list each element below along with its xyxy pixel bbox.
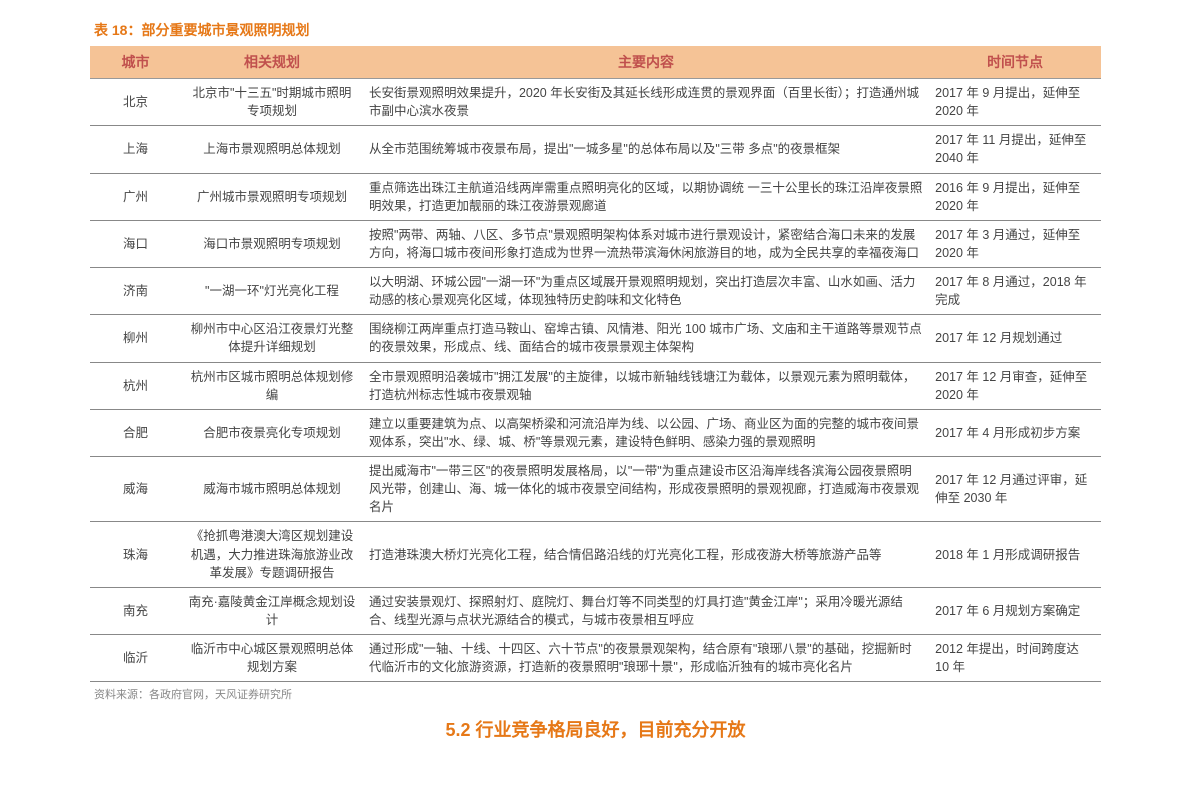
cell-content: 围绕柳江两岸重点打造马鞍山、窑埠古镇、风情港、阳光 100 城市广场、文庙和主干… [363,315,929,362]
cell-plan: 杭州市区城市照明总体规划修编 [181,362,363,409]
table-header-row: 城市 相关规划 主要内容 时间节点 [90,46,1101,79]
cell-time: 2017 年 9 月提出，延伸至 2020 年 [929,79,1101,126]
table-row: 南充南充·嘉陵黄金江岸概念规划设计通过安装景观灯、探照射灯、庭院灯、舞台灯等不同… [90,587,1101,634]
table-row: 临沂临沂市中心城区景观照明总体规划方案通过形成"一轴、十线、十四区、六十节点"的… [90,635,1101,682]
table-row: 珠海《抢抓粤港澳大湾区规划建设机遇，大力推进珠海旅游业改革发展》专题调研报告打造… [90,522,1101,587]
col-content: 主要内容 [363,46,929,79]
col-city: 城市 [90,46,181,79]
cell-city: 上海 [90,126,181,173]
table-row: 威海威海市城市照明总体规划提出威海市"一带三区"的夜景照明发展格局，以"一带"为… [90,457,1101,522]
cell-city: 北京 [90,79,181,126]
cell-time: 2016 年 9 月提出，延伸至 2020 年 [929,173,1101,220]
cell-city: 威海 [90,457,181,522]
cell-plan: "一湖一环"灯光亮化工程 [181,268,363,315]
cell-content: 提出威海市"一带三区"的夜景照明发展格局，以"一带"为重点建设市区沿海岸线各滨海… [363,457,929,522]
col-time: 时间节点 [929,46,1101,79]
cell-content: 重点筛选出珠江主航道沿线两岸需重点照明亮化的区域，以期协调统 一三十公里长的珠江… [363,173,929,220]
cell-content: 全市景观照明沿袭城市"拥江发展"的主旋律，以城市新轴线钱塘江为载体，以景观元素为… [363,362,929,409]
table-row: 合肥合肥市夜景亮化专项规划建立以重要建筑为点、以高架桥梁和河流沿岸为线、以公园、… [90,409,1101,456]
cell-city: 珠海 [90,522,181,587]
cell-time: 2012 年提出，时间跨度达 10 年 [929,635,1101,682]
cell-city: 合肥 [90,409,181,456]
table-row: 杭州杭州市区城市照明总体规划修编全市景观照明沿袭城市"拥江发展"的主旋律，以城市… [90,362,1101,409]
cell-time: 2017 年 3 月通过，延伸至 2020 年 [929,220,1101,267]
cell-city: 杭州 [90,362,181,409]
table-row: 济南"一湖一环"灯光亮化工程以大明湖、环城公园"一湖一环"为重点区域展开景观照明… [90,268,1101,315]
cell-time: 2017 年 6 月规划方案确定 [929,587,1101,634]
source-note: 资料来源：各政府官网，天风证券研究所 [90,686,1101,702]
cell-plan: 柳州市中心区沿江夜景灯光整体提升详细规划 [181,315,363,362]
cell-content: 通过形成"一轴、十线、十四区、六十节点"的夜景景观架构，结合原有"琅琊八景"的基… [363,635,929,682]
cell-content: 打造港珠澳大桥灯光亮化工程，结合情侣路沿线的灯光亮化工程，形成夜游大桥等旅游产品… [363,522,929,587]
cell-content: 从全市范围统筹城市夜景布局，提出"一城多星"的总体布局以及"三带 多点"的夜景框… [363,126,929,173]
table-caption: 表 18：部分重要城市景观照明规划 [90,20,1101,40]
cell-plan: 《抢抓粤港澳大湾区规划建设机遇，大力推进珠海旅游业改革发展》专题调研报告 [181,522,363,587]
cell-city: 南充 [90,587,181,634]
cell-plan: 北京市"十三五"时期城市照明专项规划 [181,79,363,126]
cell-plan: 合肥市夜景亮化专项规划 [181,409,363,456]
cell-time: 2017 年 12 月审查，延伸至 2020 年 [929,362,1101,409]
cell-content: 以大明湖、环城公园"一湖一环"为重点区域展开景观照明规划，突出打造层次丰富、山水… [363,268,929,315]
cell-content: 通过安装景观灯、探照射灯、庭院灯、舞台灯等不同类型的灯具打造"黄金江岸"；采用冷… [363,587,929,634]
cell-city: 临沂 [90,635,181,682]
cell-plan: 广州城市景观照明专项规划 [181,173,363,220]
cell-content: 长安街景观照明效果提升，2020 年长安街及其延长线形成连贯的景观界面（百里长街… [363,79,929,126]
section-heading-fragment: 5.2 行业竞争格局良好，目前充分开放 [90,716,1101,742]
cell-city: 广州 [90,173,181,220]
table-row: 柳州柳州市中心区沿江夜景灯光整体提升详细规划围绕柳江两岸重点打造马鞍山、窑埠古镇… [90,315,1101,362]
table-row: 海口海口市景观照明专项规划按照"两带、两轴、八区、多节点"景观照明架构体系对城市… [90,220,1101,267]
cell-content: 按照"两带、两轴、八区、多节点"景观照明架构体系对城市进行景观设计，紧密结合海口… [363,220,929,267]
cell-time: 2017 年 12 月规划通过 [929,315,1101,362]
cell-city: 济南 [90,268,181,315]
cell-time: 2017 年 11 月提出，延伸至 2040 年 [929,126,1101,173]
cell-time: 2017 年 12 月通过评审，延伸至 2030 年 [929,457,1101,522]
col-plan: 相关规划 [181,46,363,79]
table-row: 广州广州城市景观照明专项规划重点筛选出珠江主航道沿线两岸需重点照明亮化的区域，以… [90,173,1101,220]
cell-time: 2017 年 4 月形成初步方案 [929,409,1101,456]
cell-plan: 南充·嘉陵黄金江岸概念规划设计 [181,587,363,634]
cell-city: 海口 [90,220,181,267]
cell-plan: 临沂市中心城区景观照明总体规划方案 [181,635,363,682]
cell-content: 建立以重要建筑为点、以高架桥梁和河流沿岸为线、以公园、广场、商业区为面的完整的城… [363,409,929,456]
cell-time: 2018 年 1 月形成调研报告 [929,522,1101,587]
cell-plan: 海口市景观照明专项规划 [181,220,363,267]
city-lighting-table: 城市 相关规划 主要内容 时间节点 北京北京市"十三五"时期城市照明专项规划长安… [90,46,1101,682]
cell-plan: 上海市景观照明总体规划 [181,126,363,173]
table-row: 北京北京市"十三五"时期城市照明专项规划长安街景观照明效果提升，2020 年长安… [90,79,1101,126]
cell-city: 柳州 [90,315,181,362]
cell-time: 2017 年 8 月通过，2018 年完成 [929,268,1101,315]
table-row: 上海上海市景观照明总体规划从全市范围统筹城市夜景布局，提出"一城多星"的总体布局… [90,126,1101,173]
cell-plan: 威海市城市照明总体规划 [181,457,363,522]
